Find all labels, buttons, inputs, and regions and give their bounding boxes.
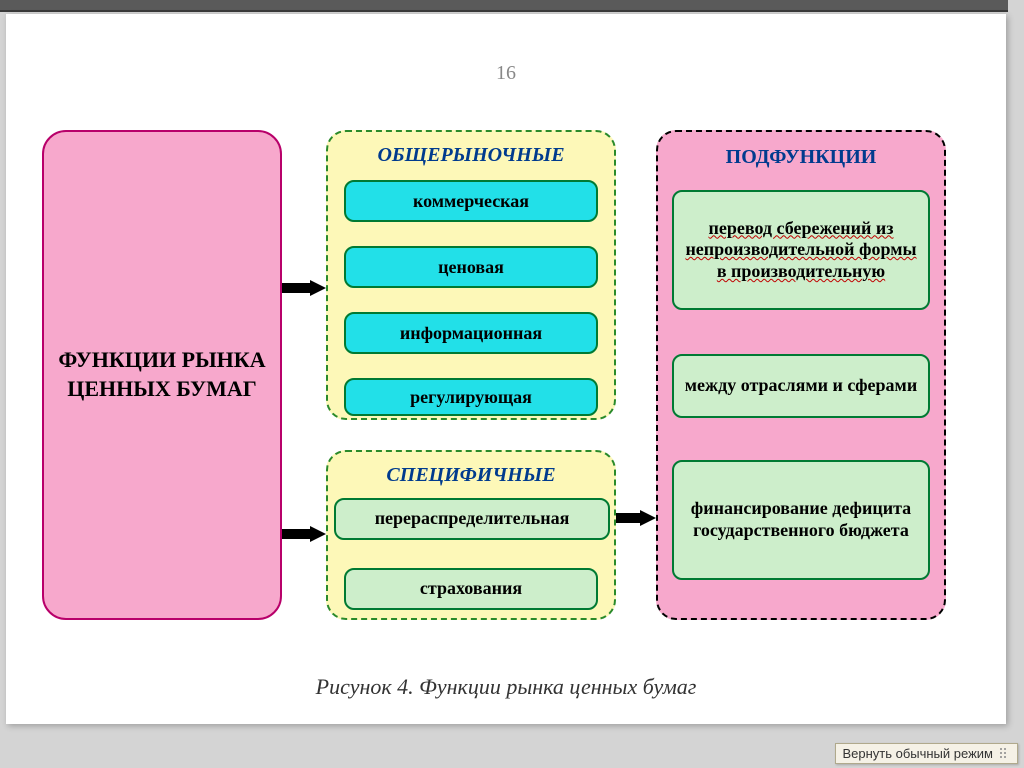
arrow-head-icon [310,526,326,542]
general-item-label: информационная [400,323,542,344]
arrow-icon [282,283,312,293]
figure-caption: Рисунок 4. Функции рынка ценных бумаг [6,674,1006,700]
main-title-box: ФУНКЦИИ РЫНКА ЦЕННЫХ БУМАГ [42,130,282,620]
arrow-head-icon [310,280,326,296]
general-item-label: регулирующая [410,387,532,408]
specific-item-label: страхования [420,578,522,600]
subfunction-item: финансирование дефицита государственного… [672,460,930,580]
specific-item-label: перераспределительная [375,508,570,530]
general-group-title: ОБЩЕРЫНОЧНЫЕ [328,144,614,167]
specific-group-title: СПЕЦИФИЧНЫЕ [328,464,614,487]
document-page: 16 ФУНКЦИИ РЫНКА ЦЕННЫХ БУМАГ ОБЩЕРЫНОЧН… [6,14,1006,724]
general-item-label: ценовая [438,257,504,278]
general-item: регулирующая [344,378,598,416]
grip-icon [999,747,1009,761]
specific-item: страхования [344,568,598,610]
subfunction-item: перевод сбережений из непроизводительной… [672,190,930,310]
general-item: коммерческая [344,180,598,222]
restore-view-label: Вернуть обычный режим [842,746,993,761]
page-number: 16 [6,62,1006,85]
arrow-head-icon [640,510,656,526]
general-item: ценовая [344,246,598,288]
subfunction-item-label: перевод сбережений из непроизводительной… [680,218,922,283]
general-item-label: коммерческая [413,191,529,212]
general-item: информационная [344,312,598,354]
subfunction-item-label: финансирование дефицита государственного… [680,498,922,541]
subfunction-item: между отраслями и сферами [672,354,930,418]
specific-item: перераспределительная [334,498,610,540]
window-top-bar [0,0,1008,12]
restore-view-button[interactable]: Вернуть обычный режим [835,743,1018,764]
arrow-icon [282,529,312,539]
subfunction-item-label: между отраслями и сферами [685,375,917,397]
main-title-text: ФУНКЦИИ РЫНКА ЦЕННЫХ БУМАГ [52,346,272,403]
subfunctions-group-title: ПОДФУНКЦИИ [658,146,944,169]
